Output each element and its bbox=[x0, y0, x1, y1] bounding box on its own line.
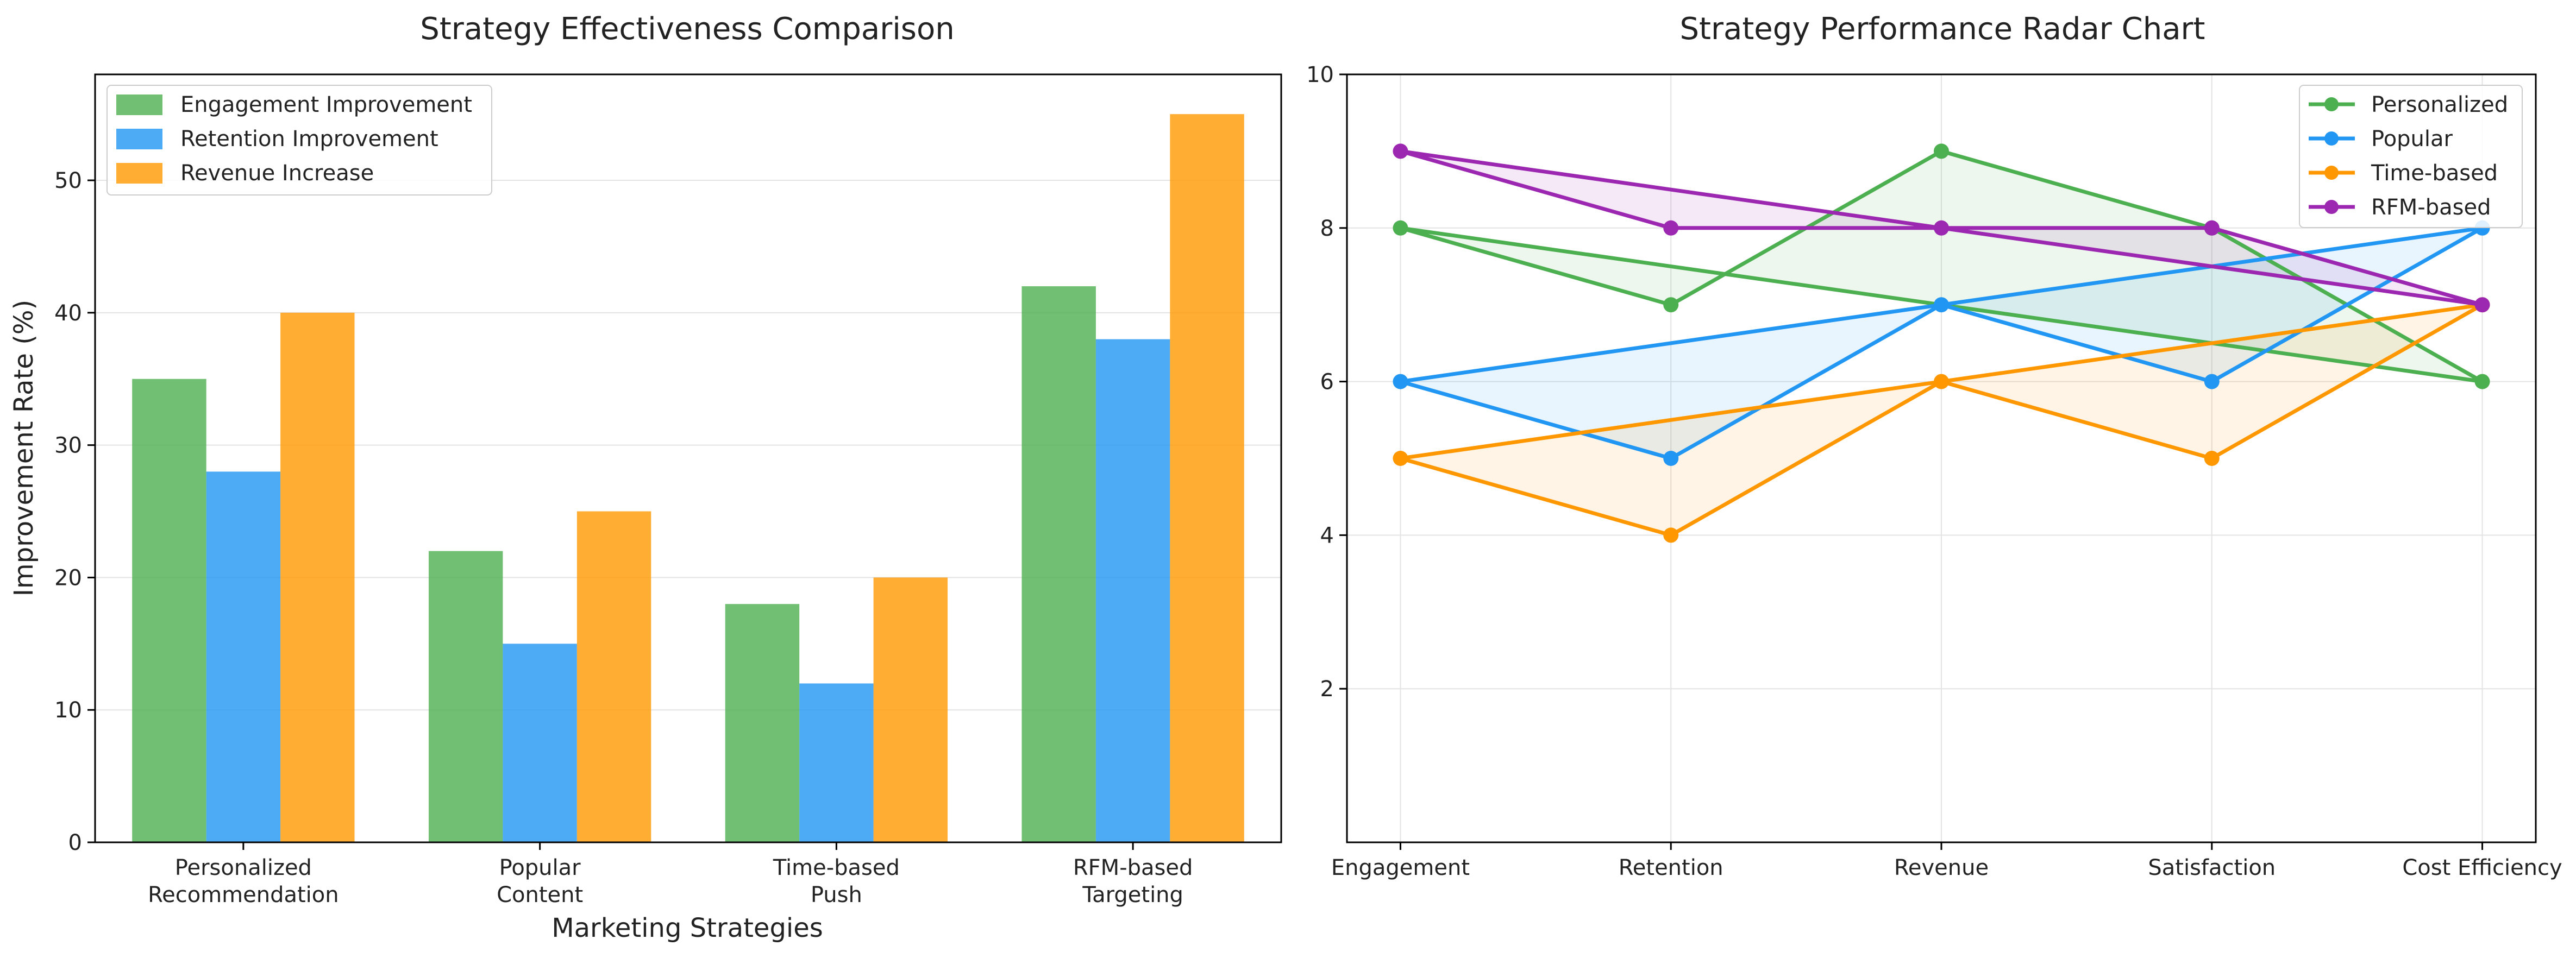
bar-retention-improvement-rfm-based bbox=[1095, 339, 1170, 842]
bar-engagement-improvement-popular bbox=[428, 551, 503, 842]
line-point-time-based-satisfaction bbox=[2204, 451, 2220, 466]
line-point-rfm-based-cost-efficiency bbox=[2474, 297, 2490, 313]
line-point-time-based-revenue bbox=[1934, 374, 1949, 389]
line-legend-box bbox=[2299, 85, 2523, 228]
bar-retention-improvement-personalized bbox=[206, 471, 281, 842]
line-point-personalized-engagement bbox=[1393, 220, 1408, 236]
bar-engagement-improvement-personalized bbox=[132, 379, 206, 842]
line-point-popular-retention bbox=[1663, 451, 1679, 466]
bar-legend-label-retention-improvement: Retention Improvement bbox=[180, 127, 438, 152]
bar-retention-improvement-time-based bbox=[799, 683, 874, 842]
line-series-rfm-based bbox=[1399, 149, 2484, 307]
line-chart-title: Strategy Performance Radar Chart bbox=[1680, 11, 2205, 47]
line-chart: Strategy Performance Radar Chart 246810 … bbox=[1306, 11, 2562, 880]
line-chart-frame bbox=[1346, 73, 2537, 843]
bar-legend-box bbox=[106, 85, 492, 196]
bar-chart-x-ticks: Personalized Recommendation Popular Content… bbox=[148, 842, 1193, 907]
line-legend-label-popular: Popular bbox=[2371, 127, 2453, 152]
bar-y-tick-label: 10 bbox=[54, 698, 82, 723]
line-series-personalized bbox=[1399, 149, 2484, 384]
line-legend-label-rfm-based: RFM-based bbox=[2371, 195, 2491, 220]
bar-legend-label-revenue-increase: Revenue Increase bbox=[180, 161, 374, 186]
line-point-rfm-based-revenue bbox=[1934, 220, 1949, 236]
bar-y-tick-label: 20 bbox=[54, 565, 82, 590]
bar-y-tick-label: 50 bbox=[54, 168, 82, 193]
line-fill-personalized bbox=[1400, 151, 2483, 382]
bar-engagement-improvement-rfm-based bbox=[1021, 286, 1096, 842]
bar-x-tick-label: Targeting bbox=[1082, 883, 1183, 907]
bar-chart-frame bbox=[94, 73, 1282, 843]
line-x-tick-label: Retention bbox=[1619, 855, 1723, 880]
line-point-popular-revenue bbox=[1934, 297, 1949, 313]
bar-chart-y-ticks: 0 10 20 30 40 50 bbox=[54, 168, 95, 855]
line-legend-marker-popular bbox=[2324, 131, 2339, 146]
line-legend-label-time-based: Time-based bbox=[2371, 161, 2498, 186]
line-legend-label-personalized: Personalized bbox=[2371, 92, 2508, 117]
line-series-time-based bbox=[1399, 302, 2484, 537]
line-y-tick-label: 6 bbox=[1320, 370, 1334, 395]
line-chart-legend: Personalized Popular Time-based RFM-based bbox=[2299, 85, 2523, 228]
line-y-tick-label: 2 bbox=[1320, 677, 1334, 702]
bar-x-tick-label: RFM-based bbox=[1073, 855, 1193, 880]
line-legend-marker-rfm-based bbox=[2324, 200, 2339, 214]
bar-chart-title: Strategy Effectiveness Comparison bbox=[420, 11, 954, 47]
line-point-personalized-revenue bbox=[1934, 143, 1949, 159]
bar-revenue-increase-personalized bbox=[280, 312, 355, 842]
line-chart-y-ticks: 2 4 6 8 10 bbox=[1306, 62, 1347, 702]
bar-chart: Strategy Effectiveness Comparison 0 10 20 3… bbox=[9, 11, 1282, 943]
bar-chart-legend: Engagement Improvement Retention Improvem… bbox=[106, 85, 492, 196]
bar-legend-label-engagement-improvement: Engagement Improvement bbox=[180, 92, 472, 117]
line-chart-series bbox=[1393, 143, 2490, 543]
bar-x-tick-label: Push bbox=[811, 883, 862, 907]
bar-chart-x-axis-label: Marketing Strategies bbox=[551, 913, 823, 943]
line-x-tick-label: Cost Efficiency bbox=[2402, 855, 2562, 880]
bar-chart-bars bbox=[132, 114, 1244, 842]
bar-legend-swatch-retention-improvement bbox=[116, 129, 162, 149]
bar-x-tick-label: Popular bbox=[499, 855, 581, 880]
bar-retention-improvement-popular bbox=[503, 644, 577, 842]
bar-legend-swatch-engagement-improvement bbox=[116, 94, 162, 115]
line-fill-popular bbox=[1400, 228, 2483, 458]
line-legend-marker-time-based bbox=[2324, 166, 2339, 180]
line-point-time-based-engagement bbox=[1393, 451, 1408, 466]
bar-engagement-improvement-time-based bbox=[725, 604, 800, 842]
line-point-personalized-retention bbox=[1663, 297, 1679, 313]
line-y-tick-label: 10 bbox=[1306, 62, 1334, 87]
line-y-tick-label: 8 bbox=[1320, 216, 1334, 241]
line-point-rfm-based-engagement bbox=[1393, 143, 1408, 159]
bar-revenue-increase-time-based bbox=[873, 577, 948, 842]
bar-revenue-increase-rfm-based bbox=[1170, 114, 1244, 842]
line-x-tick-label: Satisfaction bbox=[2148, 855, 2276, 880]
line-point-popular-satisfaction bbox=[2204, 374, 2220, 389]
line-fill-time-based bbox=[1400, 305, 2483, 535]
bar-y-tick-label: 30 bbox=[54, 433, 82, 458]
bar-y-tick-label: 40 bbox=[54, 301, 82, 326]
bar-revenue-increase-popular bbox=[576, 511, 651, 842]
bar-y-tick-label: 0 bbox=[68, 830, 82, 855]
bar-x-tick-label: Content bbox=[497, 883, 583, 907]
bar-x-tick-label: Recommendation bbox=[148, 883, 339, 907]
line-legend-marker-personalized bbox=[2324, 97, 2339, 111]
line-point-time-based-retention bbox=[1663, 527, 1679, 543]
line-point-popular-engagement bbox=[1393, 374, 1408, 389]
line-point-personalized-cost-efficiency bbox=[2474, 374, 2490, 389]
line-point-rfm-based-retention bbox=[1663, 220, 1679, 236]
line-x-tick-label: Revenue bbox=[1894, 855, 1989, 880]
line-y-tick-label: 4 bbox=[1320, 523, 1334, 548]
line-chart-x-ticks: Engagement Retention Revenue Satisfaction Co… bbox=[1331, 842, 2562, 880]
bar-x-tick-label: Time-based bbox=[773, 855, 900, 880]
bar-x-tick-label: Personalized bbox=[175, 855, 312, 880]
bar-legend-swatch-revenue-increase bbox=[116, 163, 162, 184]
line-x-tick-label: Engagement bbox=[1331, 855, 1470, 880]
line-point-rfm-based-satisfaction bbox=[2204, 220, 2220, 236]
bar-chart-y-axis-label: Improvement Rate (%) bbox=[9, 300, 39, 597]
